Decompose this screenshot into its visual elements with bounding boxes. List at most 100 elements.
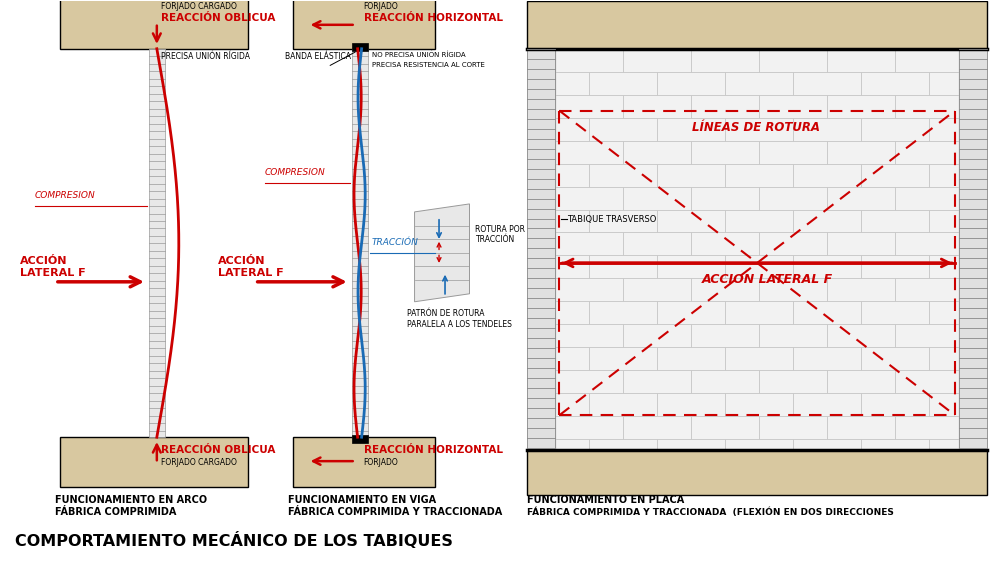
Bar (895, 278, 959, 301)
Bar (657, 255, 725, 278)
Text: REACCIÓN OBLICUA: REACCIÓN OBLICUA (161, 13, 275, 23)
Bar (555, 439, 589, 450)
Bar (929, 439, 959, 450)
Bar (861, 393, 929, 416)
Bar (827, 187, 895, 209)
Text: FORJADO: FORJADO (364, 458, 398, 467)
Bar (861, 347, 929, 370)
Bar (149, 49, 165, 437)
Text: FUNCIONAMIENTO EN PLACA: FUNCIONAMIENTO EN PLACA (527, 495, 685, 505)
Text: FORJADO: FORJADO (364, 2, 398, 11)
Bar (827, 232, 895, 255)
Text: NO PRECISA UNIÓN RÍGIDA: NO PRECISA UNIÓN RÍGIDA (372, 51, 465, 58)
Text: ACCION LATERAL F: ACCION LATERAL F (702, 273, 833, 286)
Text: COMPRESION: COMPRESION (265, 168, 325, 177)
Text: PRECISA RESISTENCIA AL CORTE: PRECISA RESISTENCIA AL CORTE (372, 62, 484, 68)
Bar (929, 209, 959, 232)
Bar (589, 72, 657, 95)
Bar (861, 164, 929, 187)
Bar (759, 187, 827, 209)
Bar (589, 255, 657, 278)
Bar (623, 232, 691, 255)
Bar (725, 255, 793, 278)
Bar (725, 209, 793, 232)
Text: ACCIÓN: ACCIÓN (20, 256, 67, 266)
Bar (793, 118, 861, 141)
Bar (555, 255, 589, 278)
Bar (793, 439, 861, 450)
Text: REACCIÓN HORIZONTAL: REACCIÓN HORIZONTAL (364, 445, 503, 455)
Bar (793, 164, 861, 187)
Bar (861, 72, 929, 95)
Bar (60, 0, 248, 49)
Bar (589, 439, 657, 450)
Bar (691, 370, 759, 393)
Bar (555, 72, 589, 95)
Polygon shape (415, 204, 469, 302)
Bar (623, 278, 691, 301)
Bar (555, 118, 589, 141)
Text: FÁBRICA COMPRIMIDA Y TRACCIONADA: FÁBRICA COMPRIMIDA Y TRACCIONADA (288, 507, 502, 517)
Bar (657, 439, 725, 450)
Bar (861, 209, 929, 232)
Bar (555, 301, 589, 324)
Bar (589, 164, 657, 187)
Bar (929, 118, 959, 141)
Bar (555, 416, 623, 439)
Bar (555, 393, 589, 416)
Bar (793, 347, 861, 370)
Text: FUNCIONAMIENTO EN VIGA: FUNCIONAMIENTO EN VIGA (288, 495, 436, 505)
Text: TRACCIÓN: TRACCIÓN (372, 238, 418, 247)
Bar (555, 49, 959, 450)
Bar (352, 49, 368, 437)
Text: COMPORTAMIENTO MECÁNICO DE LOS TABIQUES: COMPORTAMIENTO MECÁNICO DE LOS TABIQUES (15, 532, 453, 549)
Bar (691, 95, 759, 118)
Bar (725, 347, 793, 370)
Bar (60, 437, 248, 487)
Bar (589, 393, 657, 416)
Bar (527, 450, 987, 495)
Text: FORJADO CARGADO: FORJADO CARGADO (161, 2, 237, 11)
Bar (527, 49, 555, 450)
Bar (895, 187, 959, 209)
Bar (725, 439, 793, 450)
Bar (929, 164, 959, 187)
Bar (929, 255, 959, 278)
Bar (657, 164, 725, 187)
Bar (895, 370, 959, 393)
Bar (725, 393, 793, 416)
Bar (759, 416, 827, 439)
Bar (793, 209, 861, 232)
Bar (827, 416, 895, 439)
Bar (959, 49, 987, 450)
Text: ACCIÓN: ACCIÓN (218, 256, 265, 266)
Bar (929, 347, 959, 370)
Bar (725, 72, 793, 95)
Bar (293, 437, 435, 487)
Bar (352, 43, 368, 50)
Bar (827, 95, 895, 118)
Text: PATRÓN DE ROTURA: PATRÓN DE ROTURA (407, 309, 484, 318)
Bar (929, 72, 959, 95)
Bar (623, 49, 691, 72)
Bar (759, 278, 827, 301)
Bar (293, 0, 435, 49)
Text: PARALELA A LOS TENDELES: PARALELA A LOS TENDELES (407, 320, 511, 329)
Bar (691, 232, 759, 255)
Bar (895, 49, 959, 72)
Text: REACCIÓN OBLICUA: REACCIÓN OBLICUA (161, 445, 275, 455)
Bar (895, 232, 959, 255)
Bar (589, 209, 657, 232)
Bar (759, 95, 827, 118)
Bar (555, 164, 589, 187)
Bar (555, 324, 623, 347)
Text: BANDA ELÁSTICA: BANDA ELÁSTICA (285, 52, 351, 61)
Bar (827, 278, 895, 301)
Bar (623, 141, 691, 164)
Bar (793, 72, 861, 95)
Bar (759, 49, 827, 72)
Bar (827, 141, 895, 164)
Bar (861, 439, 929, 450)
Bar (793, 255, 861, 278)
Bar (691, 278, 759, 301)
